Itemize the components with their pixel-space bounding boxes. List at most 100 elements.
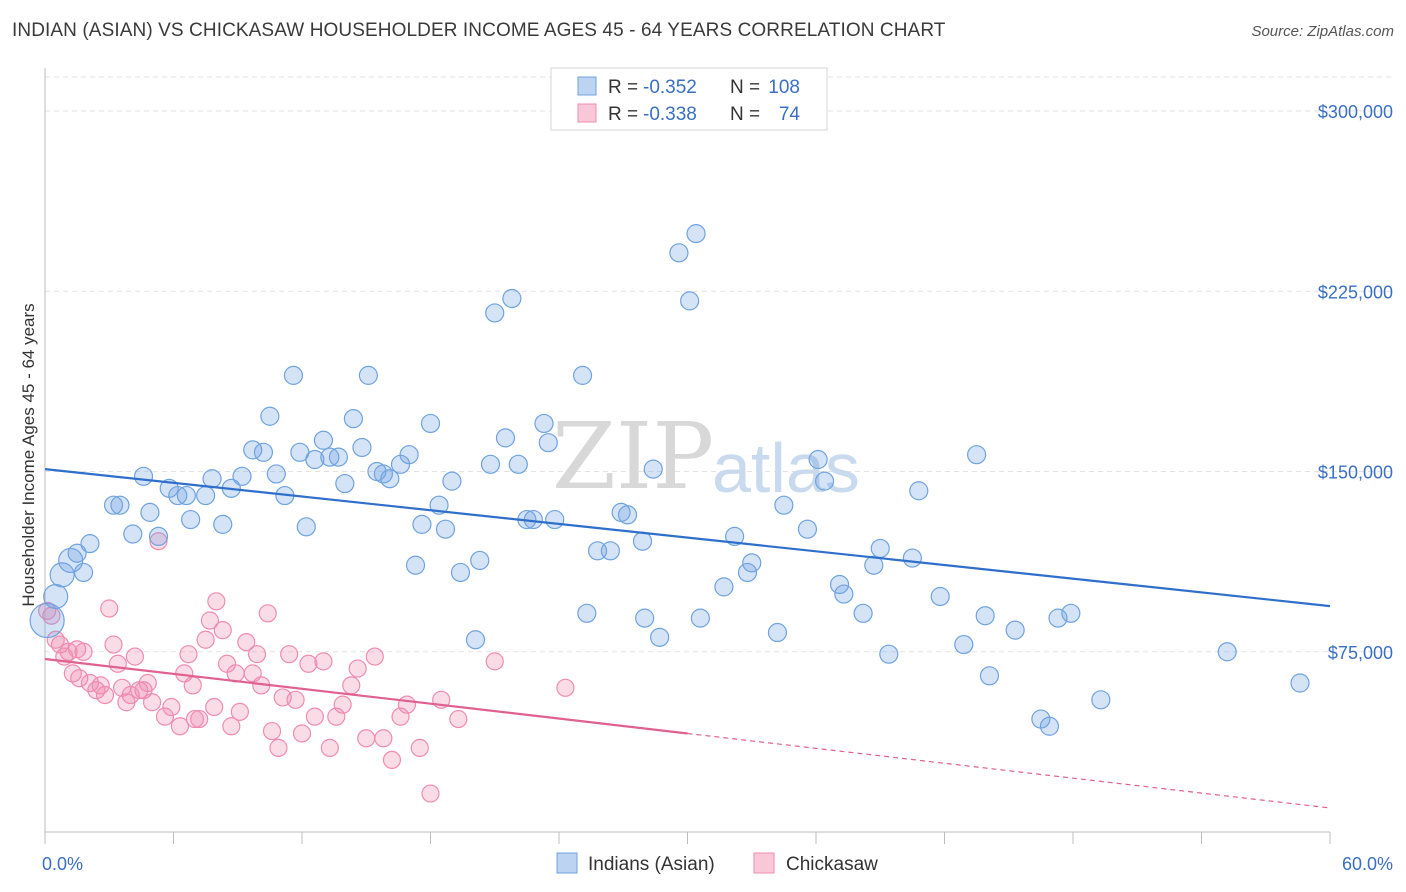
data-point-indians-asian: [470, 550, 490, 571]
data-point-chickasaw: [74, 642, 93, 661]
data-point-indians-asian: [420, 413, 441, 434]
legend-swatch-blue: [577, 76, 597, 96]
data-point-indians-asian: [600, 541, 621, 561]
data-point-chickasaw: [185, 709, 205, 729]
data-point-chickasaw: [357, 729, 376, 748]
legend-r-value-1: -0.352: [643, 77, 697, 98]
data-point-chickasaw: [222, 717, 241, 736]
bottom-legend-label-indians-asian: Indians (Asian): [588, 854, 715, 875]
y-axis-title: Householder Income Ages 45 - 64 years: [19, 303, 38, 606]
data-point-chickasaw: [485, 652, 504, 671]
trend-line-indians-asian: [44, 468, 1331, 608]
data-point-indians-asian: [49, 562, 75, 588]
data-point-chickasaw: [196, 630, 215, 649]
data-point-chickasaw: [374, 729, 393, 748]
data-point-chickasaw: [410, 738, 429, 757]
data-point-chickasaw: [230, 702, 249, 721]
data-point-indians-asian: [399, 445, 419, 465]
data-point-chickasaw: [237, 633, 256, 652]
data-point-indians-asian: [283, 365, 304, 385]
legend-n-value-2: 74: [779, 104, 801, 125]
x-tick-label-min: 0.0%: [42, 854, 83, 874]
y-tick-label: $150,000: [1318, 463, 1393, 483]
data-point-indians-asian: [485, 303, 505, 323]
data-point-indians-asian: [133, 466, 154, 486]
data-point-chickasaw: [382, 750, 402, 770]
data-point-indians-asian: [545, 509, 565, 530]
data-point-indians-asian: [110, 495, 130, 515]
data-point-indians-asian: [380, 469, 400, 489]
data-point-indians-asian: [680, 291, 700, 311]
data-point-chickasaw: [190, 709, 209, 729]
data-point-chickasaw: [314, 652, 333, 671]
data-point-chickasaw: [365, 647, 384, 666]
data-point-indians-asian: [714, 577, 734, 597]
data-point-indians-asian: [814, 471, 835, 491]
data-point-indians-asian: [495, 428, 516, 448]
data-point-chickasaw: [95, 685, 115, 705]
data-point-indians-asian: [909, 481, 929, 501]
data-point-indians-asian: [643, 459, 663, 479]
data-point-indians-asian: [1290, 673, 1310, 693]
bottom-legend-swatch-pink: [753, 852, 775, 874]
data-point-indians-asian: [577, 603, 597, 623]
data-point-indians-asian: [853, 603, 873, 623]
data-point-indians-asian: [1039, 716, 1060, 736]
data-point-chickasaw: [299, 654, 318, 673]
data-point-chickasaw: [125, 647, 145, 666]
data-point-chickasaw: [320, 738, 339, 757]
data-point-indians-asian: [979, 666, 1000, 686]
data-point-indians-asian: [725, 526, 745, 547]
y-tick-label: $300,000: [1318, 102, 1393, 122]
data-point-indians-asian: [1048, 608, 1068, 628]
data-point-chickasaw: [421, 784, 440, 803]
data-point-chickasaw: [213, 621, 232, 640]
data-point-indians-asian: [442, 471, 462, 491]
data-point-indians-asian: [67, 543, 87, 563]
y-tick-labels: $75,000 $150,000 $225,000 $300,000: [1318, 102, 1393, 663]
data-point-indians-asian: [829, 574, 850, 595]
data-point-indians-asian: [123, 524, 143, 544]
data-point-indians-asian: [742, 553, 762, 573]
data-point-indians-asian: [508, 454, 528, 474]
data-point-indians-asian: [43, 583, 69, 610]
legend-r-value-2: -0.338: [643, 104, 697, 125]
data-point-indians-asian: [80, 534, 100, 554]
data-point-chickasaw: [70, 669, 89, 688]
data-point-indians-asian: [930, 586, 950, 607]
data-point-indians-asian: [465, 630, 486, 650]
data-point-indians-asian: [737, 562, 758, 583]
data-point-chickasaw: [138, 673, 157, 693]
data-point-indians-asian: [864, 555, 884, 575]
bottom-legend-label-chickasaw: Chickasaw: [786, 854, 878, 875]
data-point-chickasaw: [258, 604, 277, 623]
data-point-indians-asian: [103, 495, 124, 515]
data-point-chickasaw: [342, 676, 361, 695]
trend-line-chickasaw-extension: [687, 732, 1331, 809]
data-point-indians-asian: [834, 584, 854, 604]
legend-swatch-pink: [577, 103, 597, 123]
data-point-indians-asian: [1091, 690, 1111, 710]
data-point-indians-asian: [296, 517, 316, 537]
data-point-indians-asian: [405, 555, 426, 575]
y-tick-label: $75,000: [1328, 643, 1393, 663]
data-point-chickasaw: [155, 707, 175, 726]
data-point-indians-asian: [328, 447, 349, 467]
correlation-legend: R = -0.352 N = 108 R = -0.338 N = 74: [550, 67, 828, 131]
data-point-indians-asian: [480, 454, 501, 474]
bottom-legend-swatch-blue: [556, 852, 578, 874]
data-point-indians-asian: [534, 413, 554, 434]
source-label: Source: ZipAtlas.com: [1251, 23, 1394, 40]
data-point-indians-asian: [650, 627, 670, 647]
data-point-indians-asian: [1217, 642, 1237, 662]
trend-lines: [44, 468, 1331, 809]
data-point-indians-asian: [352, 437, 372, 458]
data-point-chickasaw: [100, 599, 119, 618]
data-point-indians-asian: [358, 365, 378, 385]
data-point-indians-asian: [879, 644, 899, 664]
data-point-indians-asian: [967, 445, 987, 465]
indians-asian-points: [29, 224, 1310, 736]
legend-r-label-1: R =: [608, 77, 638, 98]
data-point-indians-asian: [1061, 603, 1081, 623]
data-point-chickasaw: [269, 738, 288, 757]
